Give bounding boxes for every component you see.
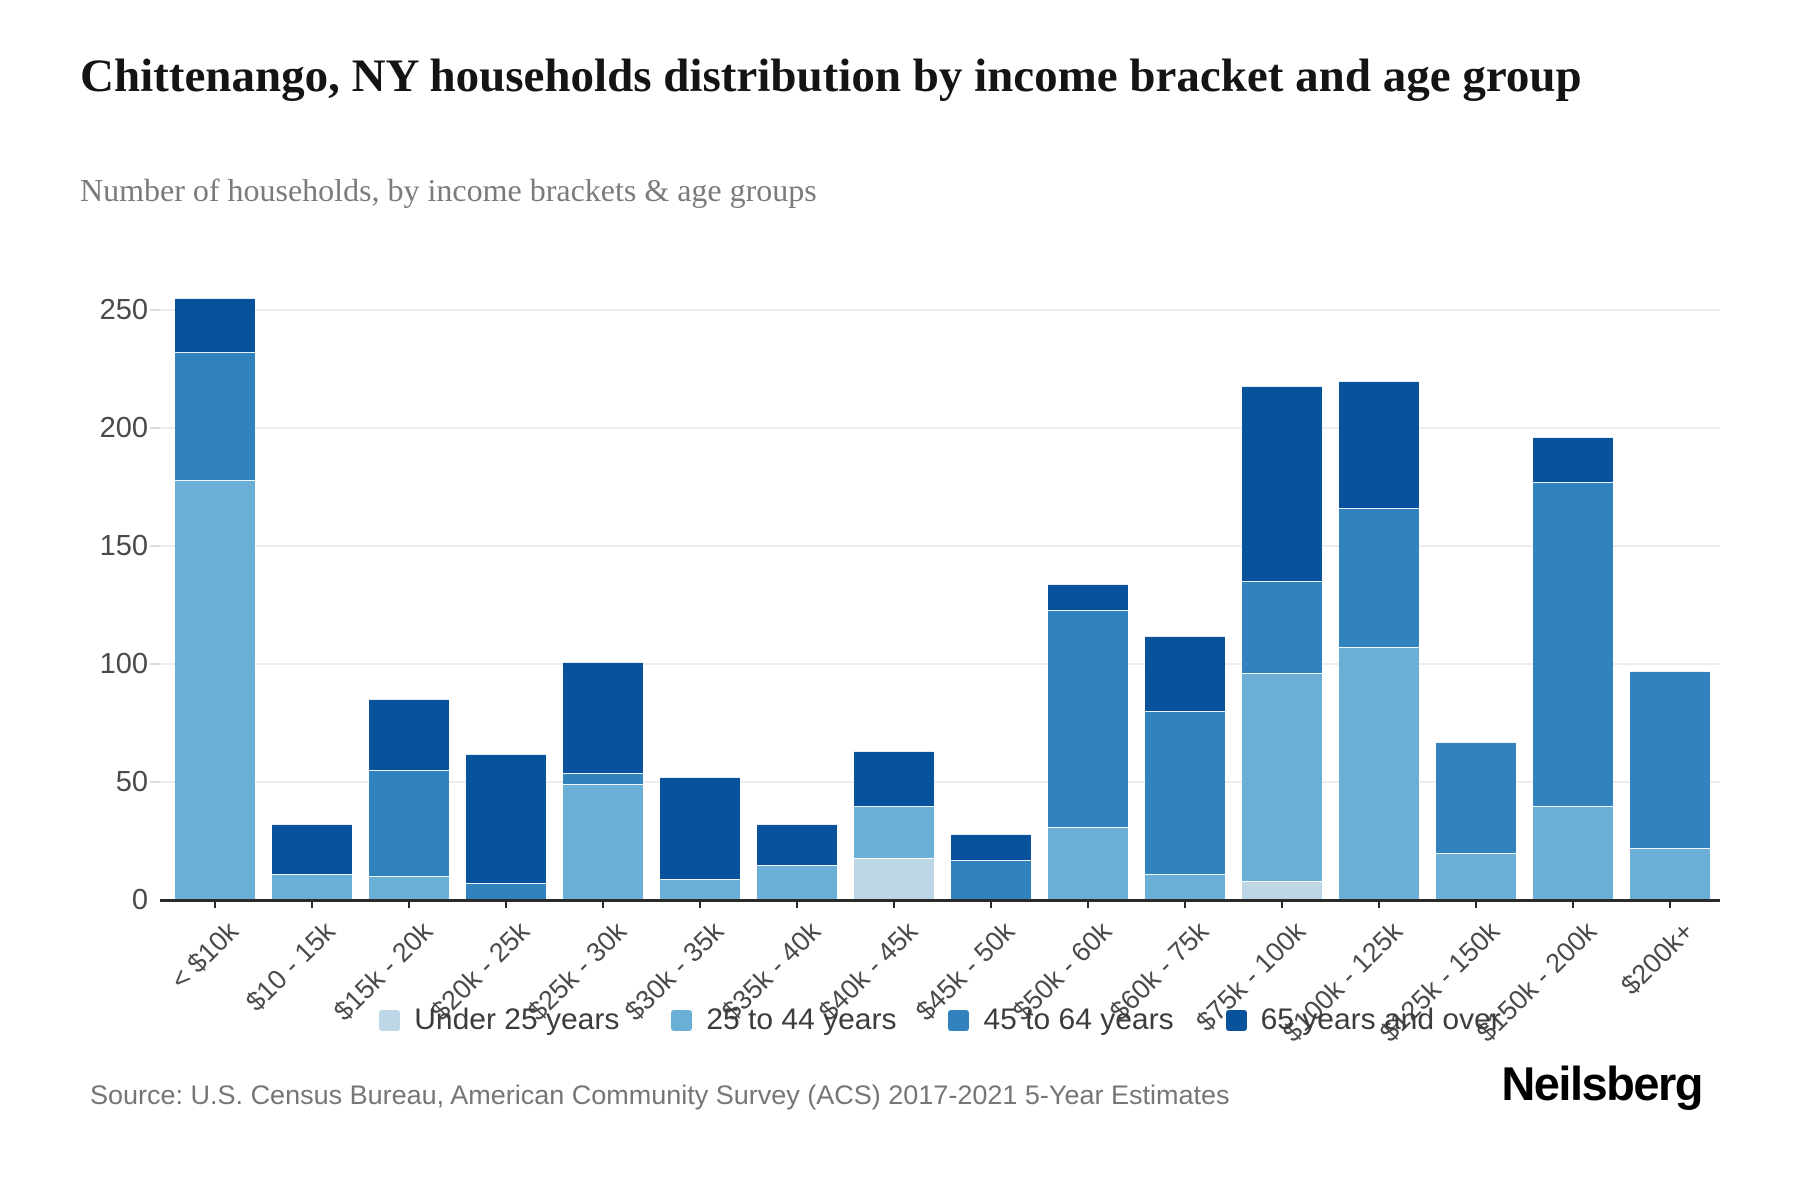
bar-segment[interactable]: [854, 857, 934, 900]
bar-segment[interactable]: [1436, 741, 1516, 853]
y-gridline-100: [160, 663, 1720, 665]
bar-segment[interactable]: [1048, 583, 1128, 610]
legend-label: Under 25 years: [414, 1003, 620, 1036]
x-tick: [990, 901, 992, 908]
bar-segment[interactable]: [466, 883, 546, 900]
bar-segment[interactable]: [563, 661, 643, 773]
x-tick: [1087, 901, 1089, 908]
bar-segment[interactable]: [660, 777, 740, 879]
legend-label: 45 to 64 years: [983, 1003, 1174, 1036]
x-tick: [699, 901, 701, 908]
bar-segment[interactable]: [757, 824, 837, 865]
bar-segment[interactable]: [854, 751, 934, 806]
legend-swatch-icon: [1225, 1009, 1247, 1031]
bar-segment[interactable]: [1436, 852, 1516, 900]
legend-label: 25 to 44 years: [706, 1003, 897, 1036]
x-axis-line: [160, 899, 1720, 902]
y-gridline-150: [160, 545, 1720, 547]
x-tick: [602, 901, 604, 908]
bar-segment[interactable]: [660, 878, 740, 900]
bar-segment[interactable]: [1242, 881, 1322, 900]
bar-segment[interactable]: [563, 772, 643, 785]
legend-label: 65 years and over: [1260, 1003, 1501, 1036]
bar-segment[interactable]: [1339, 647, 1419, 900]
x-tick: [1475, 901, 1477, 908]
y-axis-label-100: 100: [99, 647, 148, 680]
y-axis-label-250: 250: [99, 293, 148, 326]
bar-segment[interactable]: [1630, 671, 1710, 849]
y-axis-label-150: 150: [99, 529, 148, 562]
legend-item-3[interactable]: 65 years and over: [1225, 1003, 1501, 1037]
y-tick-200: [150, 427, 160, 429]
bar-segment[interactable]: [1145, 635, 1225, 712]
bar-segment[interactable]: [1145, 711, 1225, 875]
y-tick-100: [150, 663, 160, 665]
y-gridline-200: [160, 427, 1720, 429]
x-tick: [1378, 901, 1380, 908]
x-tick: [893, 901, 895, 908]
legend-item-2[interactable]: 45 to 64 years: [948, 1003, 1174, 1037]
bar-segment[interactable]: [1533, 437, 1613, 483]
bar-segment[interactable]: [369, 699, 449, 771]
legend-swatch-icon: [379, 1009, 401, 1031]
bar-segment[interactable]: [854, 805, 934, 858]
y-tick-150: [150, 545, 160, 547]
bar-segment[interactable]: [175, 298, 255, 353]
bar-segment[interactable]: [466, 753, 546, 884]
y-axis-label-200: 200: [99, 411, 148, 444]
x-tick: [505, 901, 507, 908]
bar-segment[interactable]: [757, 864, 837, 900]
y-gridline-250: [160, 309, 1720, 311]
bar-segment[interactable]: [175, 479, 255, 900]
chart-subtitle: Number of households, by income brackets…: [80, 172, 817, 208]
source-note: Source: U.S. Census Bureau, American Com…: [90, 1080, 1230, 1110]
bar-segment[interactable]: [951, 833, 1031, 860]
bar-segment[interactable]: [369, 770, 449, 877]
bar-segment[interactable]: [1242, 581, 1322, 674]
bar-segment[interactable]: [1339, 380, 1419, 509]
bar-segment[interactable]: [272, 824, 352, 875]
y-gridline-50: [160, 781, 1720, 783]
x-tick: [1184, 901, 1186, 908]
legend: Under 25 years 25 to 44 years 45 to 64 yea…: [160, 1003, 1720, 1037]
x-tick: [796, 901, 798, 908]
bar-segment[interactable]: [272, 874, 352, 900]
bar-segment[interactable]: [1533, 482, 1613, 806]
bar-segment[interactable]: [1533, 805, 1613, 900]
y-axis-label-50: 50: [115, 765, 148, 798]
x-axis-label: < $10k: [165, 916, 245, 996]
y-axis-label-0: 0: [131, 883, 148, 916]
legend-item-0[interactable]: Under 25 years: [379, 1003, 619, 1037]
y-tick-50: [150, 781, 160, 783]
x-tick: [408, 901, 410, 908]
x-tick: [214, 901, 216, 908]
bar-segment[interactable]: [369, 876, 449, 900]
x-tick: [1281, 901, 1283, 908]
neilsberg-logo: Neilsberg: [1501, 1057, 1703, 1110]
bar-segment[interactable]: [1048, 826, 1128, 900]
legend-swatch-icon: [671, 1009, 693, 1031]
bar-segment[interactable]: [951, 859, 1031, 900]
bar-segment[interactable]: [1339, 508, 1419, 648]
bar-segment[interactable]: [175, 352, 255, 480]
legend-swatch-icon: [948, 1009, 970, 1031]
x-tick: [1572, 901, 1574, 908]
bar-segment[interactable]: [1145, 874, 1225, 900]
bar-segment[interactable]: [563, 784, 643, 900]
y-tick-250: [150, 309, 160, 311]
bar-segment[interactable]: [1630, 848, 1710, 900]
bar-segment[interactable]: [1048, 609, 1128, 827]
x-tick: [311, 901, 313, 908]
legend-item-1[interactable]: 25 to 44 years: [671, 1003, 896, 1037]
x-axis-label: $200k+: [1614, 916, 1700, 1001]
chart-title: Chittenango, NY households distribution …: [80, 50, 1582, 102]
bar-segment[interactable]: [1242, 385, 1322, 582]
bar-segment[interactable]: [1242, 673, 1322, 882]
x-tick: [1669, 901, 1671, 908]
